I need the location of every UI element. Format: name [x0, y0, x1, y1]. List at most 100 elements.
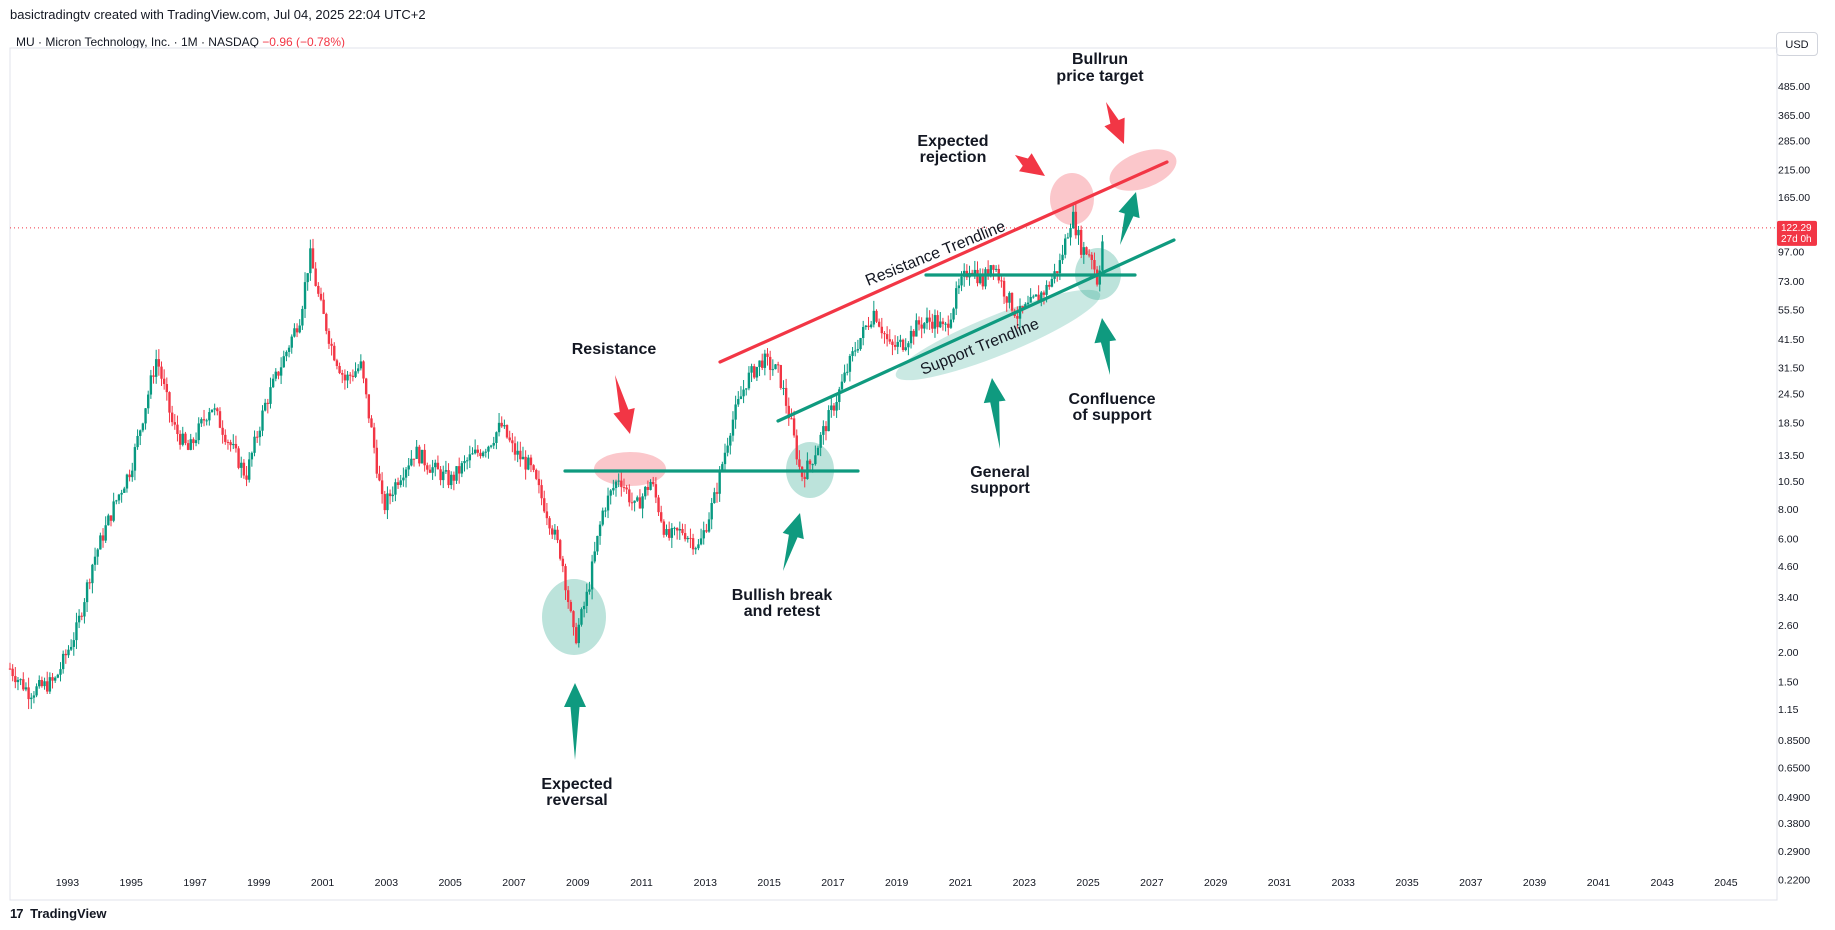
candle-body	[947, 323, 950, 328]
candle-body	[1000, 280, 1003, 282]
candle-body	[869, 324, 873, 328]
candle-body	[593, 551, 596, 562]
candle-body	[476, 449, 479, 453]
candle-body	[147, 394, 150, 409]
candle-body	[349, 374, 352, 376]
candle-body	[333, 345, 336, 361]
y-tick-label: 2.60	[1778, 620, 1799, 632]
x-tick-label: 2021	[949, 877, 973, 889]
candle-body	[356, 368, 360, 372]
candle-body	[489, 445, 493, 447]
candle-body	[173, 422, 176, 425]
candle-body	[960, 276, 963, 286]
candle-body	[101, 535, 105, 541]
candle-body	[928, 317, 931, 322]
currency-button[interactable]: USD	[1776, 32, 1818, 56]
tradingview-logo-icon: 17	[10, 906, 24, 921]
candle-body	[883, 333, 886, 335]
candle-body	[341, 373, 344, 375]
candle-body	[508, 437, 511, 441]
candle-body	[32, 695, 36, 698]
candle-body	[545, 511, 549, 519]
candle-body	[1032, 296, 1035, 298]
candle-body	[838, 389, 841, 403]
candle-body	[287, 347, 291, 352]
candle-body	[511, 440, 514, 444]
candle-body	[1010, 292, 1014, 311]
y-tick-label: 24.50	[1778, 389, 1804, 401]
candle-body	[816, 447, 820, 456]
x-tick-label: 2009	[566, 877, 590, 889]
candle-body	[85, 582, 89, 603]
candle-body	[423, 449, 426, 466]
candle-body	[753, 366, 756, 378]
annotation-bullish-break: Bullish break and retest	[732, 587, 833, 620]
candle-body	[266, 402, 270, 404]
x-tick-label: 1995	[120, 877, 144, 889]
candle-body	[556, 529, 559, 541]
candle-body	[925, 317, 929, 324]
candle-body	[920, 324, 923, 329]
symbol-info[interactable]: MU · Micron Technology, Inc. · 1M · NASD…	[16, 35, 345, 49]
candle-body	[136, 435, 139, 448]
candle-body	[505, 425, 509, 438]
candle-body	[580, 609, 583, 625]
candle-body	[1040, 292, 1043, 302]
candle-body	[641, 496, 644, 509]
candle-body	[115, 500, 118, 502]
x-tick-label: 2017	[821, 877, 845, 889]
y-tick-label: 55.50	[1778, 304, 1804, 316]
candle-body	[941, 321, 945, 325]
candle-body	[402, 477, 405, 481]
candle-body	[939, 321, 942, 328]
candle-body	[915, 320, 918, 337]
candle-body	[189, 439, 192, 450]
x-tick-label: 2019	[885, 877, 909, 889]
x-axis: 1993 1995 1997 1999 2001 2003 2005 2007 2009 2011…	[56, 877, 1738, 889]
candle-body	[154, 359, 158, 377]
candle-body	[1079, 229, 1083, 255]
candle-body	[715, 492, 719, 494]
candle-body	[285, 351, 288, 357]
candle-body	[75, 622, 78, 641]
candle-body	[572, 611, 575, 628]
candle-body	[811, 464, 814, 466]
candle-body	[649, 482, 652, 490]
candle-body	[372, 427, 376, 448]
candle-body	[909, 330, 913, 344]
candle-body	[439, 469, 442, 481]
candle-body	[585, 591, 588, 606]
chart-credit: basictradingtv created with TradingView.…	[10, 7, 426, 22]
candle-body	[747, 372, 751, 389]
candle-body	[298, 325, 301, 333]
candle-body	[877, 321, 881, 327]
candle-body	[771, 369, 775, 371]
y-tick-label: 2.00	[1778, 647, 1799, 659]
candle-body	[636, 497, 639, 501]
candle-body	[1071, 211, 1075, 229]
y-tick-label: 165.00	[1778, 192, 1810, 204]
candle-body	[1034, 294, 1038, 297]
candle-body	[936, 315, 939, 328]
candle-body	[104, 525, 107, 541]
tradingview-brand[interactable]: 17 TradingView	[10, 906, 106, 921]
plot-frame	[9, 47, 1778, 901]
candle-body	[654, 484, 658, 498]
candle-body	[540, 485, 543, 499]
candle-body	[64, 653, 68, 656]
candle-body	[109, 515, 113, 521]
rejection-zone-highlight	[1050, 173, 1094, 225]
candle-body	[808, 460, 812, 465]
candle-body	[450, 474, 453, 486]
annotation-rejection: Expected rejection	[917, 133, 988, 166]
candle-body	[819, 434, 822, 448]
y-tick-label: 10.50	[1778, 476, 1804, 488]
candle-body	[527, 457, 530, 470]
x-tick-label: 2023	[1013, 877, 1037, 889]
candle-body	[1082, 247, 1086, 255]
candle-body	[131, 470, 134, 478]
candle-body	[955, 288, 958, 309]
candle-body	[566, 590, 570, 603]
candle-body	[614, 481, 618, 489]
